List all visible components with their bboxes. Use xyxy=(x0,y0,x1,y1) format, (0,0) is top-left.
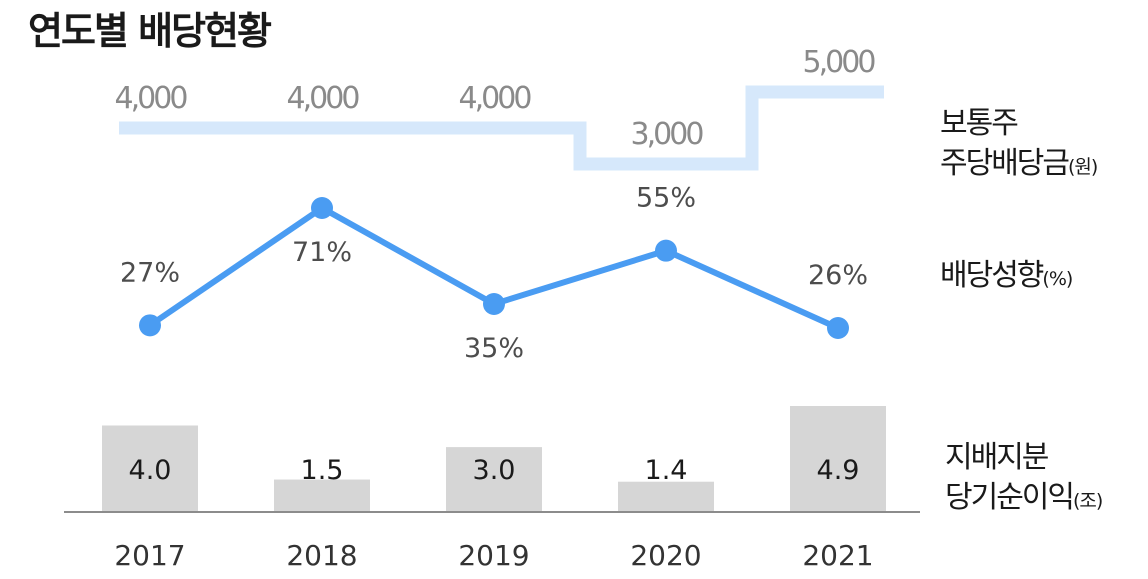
profit-bar xyxy=(102,425,198,512)
dividend-label: 5,000 xyxy=(803,45,876,80)
payout-label: 27% xyxy=(120,257,180,288)
payout-point xyxy=(311,197,333,219)
dividend-step-series: 4,000 4,000 4,000 3,000 5,000 xyxy=(115,45,884,171)
payout-point xyxy=(827,317,849,339)
payout-label: 35% xyxy=(464,333,524,364)
dividend-label: 4,000 xyxy=(115,81,188,116)
legend-profit-line2: 당기순이익 xyxy=(945,480,1075,515)
legend-dividend: 보통주 주당배당금(원) xyxy=(940,104,1098,187)
profit-bar-series: 4.0 1.5 3.0 1.4 4.9 xyxy=(102,406,886,512)
profit-bar xyxy=(618,481,714,512)
profit-bar xyxy=(790,406,886,512)
payout-point xyxy=(139,314,161,337)
profit-bar xyxy=(446,447,542,512)
x-tick-label: 2020 xyxy=(630,539,701,572)
x-tick-label: 2017 xyxy=(114,539,185,572)
legend-profit-line1: 지배지분 xyxy=(945,440,1049,475)
legend-payout: 배당성향(%) xyxy=(940,256,1073,299)
payout-line-series: 27% 71% 35% 55% 26% xyxy=(120,183,868,364)
profit-bar xyxy=(274,479,370,512)
payout-label: 55% xyxy=(636,183,696,214)
legend-payout-unit: (%) xyxy=(1042,268,1073,290)
dividend-step-line xyxy=(119,85,884,171)
payout-point xyxy=(483,293,505,315)
payout-label: 71% xyxy=(292,237,352,268)
dividend-label: 3,000 xyxy=(631,117,704,152)
x-tick-label: 2019 xyxy=(458,539,529,572)
x-axis: 2017 2018 2019 2020 2021 xyxy=(64,511,920,572)
legend-dividend-line2: 주당배당금 xyxy=(940,146,1070,181)
payout-label: 26% xyxy=(808,260,868,291)
payout-point xyxy=(655,239,677,262)
legend-profit-unit: (조) xyxy=(1073,490,1103,512)
legend-payout-line1: 배당성향 xyxy=(940,258,1044,293)
profit-label: 1.4 xyxy=(645,455,688,486)
legend-dividend-line1: 보통주 xyxy=(940,106,1019,141)
x-tick-label: 2018 xyxy=(286,539,357,572)
profit-label: 4.9 xyxy=(817,455,860,486)
profit-label: 4.0 xyxy=(129,455,172,486)
legend-dividend-unit: (원) xyxy=(1068,156,1098,178)
x-tick-label: 2021 xyxy=(802,539,873,572)
dividend-label: 4,000 xyxy=(459,81,532,116)
legend-profit: 지배지분 당기순이익(조) xyxy=(945,438,1103,521)
profit-label: 1.5 xyxy=(301,455,344,486)
profit-label: 3.0 xyxy=(473,455,516,486)
page-title: 연도별 배당현황 xyxy=(28,9,272,53)
dividend-label: 4,000 xyxy=(287,81,360,116)
